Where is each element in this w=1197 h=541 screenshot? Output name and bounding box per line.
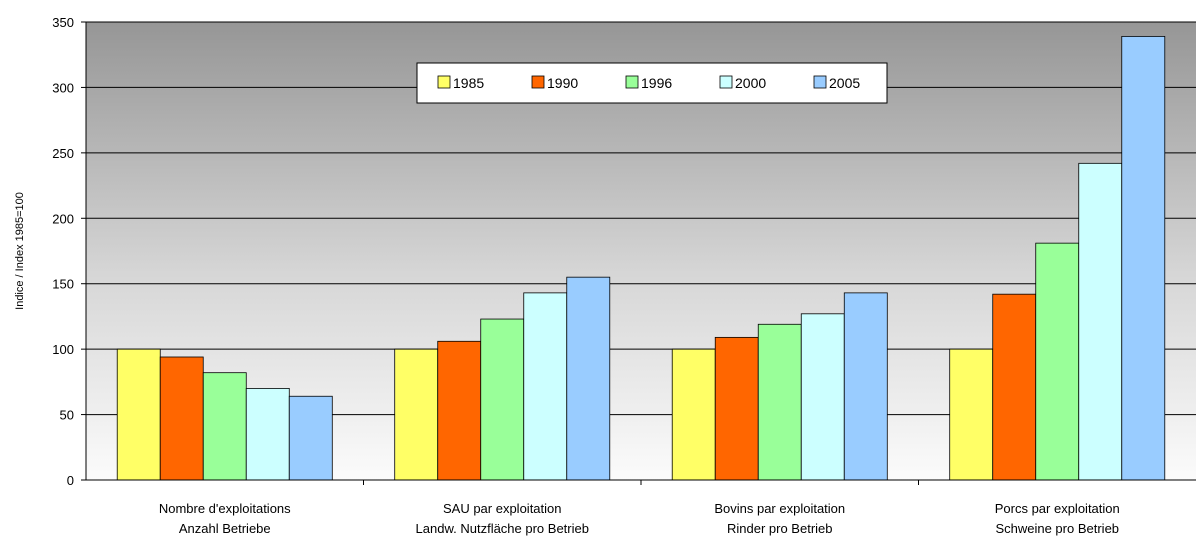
legend-swatch-1990 <box>531 75 545 89</box>
bar-2000-0 <box>245 387 290 481</box>
bar-1996-0 <box>202 372 247 481</box>
legend-label-1990: 1990 <box>547 75 578 91</box>
bar-1990-1 <box>437 340 482 481</box>
category-label: Porcs par exploitation <box>995 501 1120 516</box>
bar-2005-3 <box>1121 35 1166 481</box>
bar-1996-1 <box>480 318 525 481</box>
legend-box <box>416 62 888 104</box>
bar-1990-2 <box>714 336 759 481</box>
legend-label-1996: 1996 <box>641 75 672 91</box>
y-axis-label: Indice / Index 1985=100 <box>14 192 26 310</box>
category-label: Landw. Nutzfläche pro Betrieb <box>416 521 589 536</box>
y-tick-label: 250 <box>52 146 74 161</box>
bar-2005-2 <box>843 292 888 481</box>
legend-swatch-2005 <box>813 75 827 89</box>
bar-2005-1 <box>566 276 611 481</box>
legend-swatch-1985 <box>437 75 451 89</box>
bar-2000-1 <box>523 292 568 481</box>
y-tick-label: 100 <box>52 342 74 357</box>
y-tick-label: 150 <box>52 277 74 292</box>
legend-label-1985: 1985 <box>453 75 484 91</box>
bar-1985-3 <box>949 348 994 481</box>
y-tick-label: 350 <box>52 15 74 30</box>
category-label: SAU par exploitation <box>443 501 562 516</box>
bar-2000-2 <box>800 313 845 481</box>
legend-swatch-1996 <box>625 75 639 89</box>
bar-1996-3 <box>1035 242 1080 481</box>
bar-2005-0 <box>288 395 333 481</box>
y-tick-label: 50 <box>60 408 74 423</box>
y-tick-label: 300 <box>52 80 74 95</box>
category-label: Bovins par exploitation <box>714 501 845 516</box>
y-tick-label: 0 <box>67 473 74 488</box>
bar-1990-0 <box>159 356 204 481</box>
y-tick-label: 200 <box>52 211 74 226</box>
category-label: Rinder pro Betrieb <box>727 521 833 536</box>
bars <box>116 35 1166 481</box>
legend-label-2005: 2005 <box>829 75 860 91</box>
bar-1985-0 <box>116 348 161 481</box>
bar-1985-1 <box>394 348 439 481</box>
category-label: Nombre d'exploitations <box>159 501 291 516</box>
bar-1985-2 <box>671 348 716 481</box>
bar-1996-2 <box>757 323 802 481</box>
y-tick-labels: 0 50 100 150 200 250 300 350 <box>52 15 74 488</box>
bar-2000-3 <box>1078 162 1123 481</box>
bar-1990-3 <box>992 293 1037 481</box>
category-labels: Nombre d'exploitations Anzahl Betriebe SAU… <box>159 501 1120 536</box>
legend-swatch-2000 <box>719 75 733 89</box>
legend-label-2000: 2000 <box>735 75 766 91</box>
axes <box>81 21 1196 485</box>
category-label: Schweine pro Betrieb <box>995 521 1119 536</box>
legend: 1985 1990 1996 2000 2005 <box>416 62 888 104</box>
category-label: Anzahl Betriebe <box>179 521 271 536</box>
